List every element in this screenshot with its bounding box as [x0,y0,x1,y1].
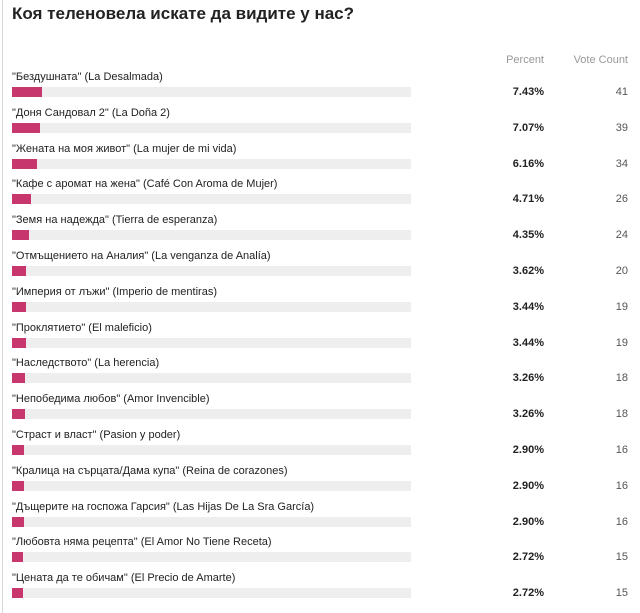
vote-count-value: 19 [615,336,628,349]
poll-title: Коя теленовела искате да видите у нас? [12,4,355,23]
poll-option-row: "Цената да те обичам" (El Precio de Amar… [0,572,640,608]
vote-count-value: 18 [615,408,628,421]
vote-count-value: 20 [615,265,628,277]
option-label: "Непобедима любов" (Amor Invencible) [12,393,210,406]
bar-fill [12,87,42,97]
bar-fill [12,194,31,205]
bar-fill [12,230,30,241]
vote-count-value: 19 [615,300,628,313]
bar-track [12,409,411,420]
percent-value: 2.90% [512,444,544,456]
percent-value: 2.72% [512,587,544,600]
bar-fill [12,122,41,133]
vote-count-value: 34 [615,157,628,170]
bar-track [12,230,411,241]
option-label: "Дъщерите на госпожа Гарсия" (Las Hijas … [12,500,315,513]
poll-option-row: "Бездушната" (La Desalmada) 7.43% 41 [0,71,640,107]
poll-option-row: "Кралица на сърцата/Дама купа" (Reina de… [0,465,640,501]
option-label: "Отмъщението на Аналия" (La venganza de … [12,250,271,262]
bar-track [12,337,411,348]
percent-value: 3.44% [512,336,544,349]
option-label: "Проклятието" (El maleficio) [12,321,152,334]
bar-track [12,516,411,527]
option-label: "Доня Сандовал 2" (La Doña 2) [12,106,170,119]
bar-track [12,158,411,169]
vote-count-value: 18 [615,372,628,385]
bar-fill [12,373,25,384]
option-label: "Страст и власт" (Pasion y poder) [12,429,181,441]
vote-count-value: 41 [615,86,628,98]
bar-fill [12,516,24,527]
bar-fill [12,552,23,563]
bar-fill [12,301,26,312]
percent-value: 7.07% [512,121,544,134]
percent-value: 3.26% [512,408,544,421]
bar-track [12,122,411,133]
poll-option-row: "Жената на моя живот" (La mujer de mi vi… [0,143,640,179]
vote-count-value: 16 [615,444,628,456]
vote-count-value: 15 [615,587,628,600]
percent-column-header: Percent [506,54,544,66]
bar-fill [12,337,26,348]
percent-value: 2.72% [512,551,544,564]
option-label: "Кралица на сърцата/Дама купа" (Reina de… [12,464,288,477]
bar-fill [12,445,24,455]
vote-count-value: 24 [615,229,628,242]
poll-option-row: "Дъщерите на госпожа Гарсия" (Las Hijas … [0,501,640,537]
option-label: "Бездушната" (La Desalmada) [12,71,163,83]
percent-value: 4.35% [512,229,544,242]
percent-value: 3.26% [512,372,544,385]
percent-value: 2.90% [512,479,544,492]
vote-count-value: 39 [615,121,628,134]
poll-option-row: "Непобедима любов" (Amor Invencible) 3.26… [0,393,640,429]
bar-track [12,445,411,455]
vote-count-value: 16 [615,515,628,528]
percent-value: 2.90% [512,515,544,528]
option-label: "Наследството" (La herencia) [12,357,160,370]
vote-count-column-header: Vote Count [573,54,628,66]
percent-value: 7.43% [512,86,544,98]
poll-option-row: "Наследството" (La herencia) 3.26% 18 [0,357,640,393]
bar-track [12,301,411,312]
poll-option-row: "Проклятието" (El maleficio) 3.44% 19 [0,322,640,358]
option-label: "Цената да те обичам" (El Precio de Amar… [12,572,236,585]
bar-fill [12,266,27,276]
poll-option-row: "Империя от лъжи" (Imperio de mentiras) 3… [0,286,640,322]
option-label: "Кафе с аромат на жена" (Café Con Aroma … [12,178,278,191]
vote-count-value: 26 [615,193,628,206]
option-label: "Любовта няма рецепта" (El Amor No Tiene… [12,536,272,549]
bar-track [12,87,411,97]
poll-option-row: "Отмъщението на Аналия" (La venganza de … [0,250,640,286]
option-label: "Империя от лъжи" (Imperio de mentiras) [12,285,217,298]
percent-value: 3.62% [512,265,544,277]
bar-track [12,552,411,563]
bar-fill [12,480,24,491]
percent-value: 3.44% [512,300,544,313]
bar-track [12,194,411,205]
percent-value: 4.71% [512,193,544,206]
poll-option-row: "Любовта няма рецепта" (El Amor No Tiene… [0,536,640,572]
poll-option-row: "Страст и власт" (Pasion y poder) 2.90% 16 [0,429,640,465]
bar-fill [12,158,37,169]
poll-option-row: "Земя на надежда" (Tierra de esperanza) 4… [0,214,640,250]
bar-track [12,266,411,276]
percent-value: 6.16% [512,157,544,170]
option-label: "Земя на надежда" (Tierra de esperanza) [12,214,218,227]
vote-count-value: 15 [615,551,628,564]
bar-track [12,588,411,599]
poll-option-row: "Доня Сандовал 2" (La Doña 2) 7.07% 39 [0,107,640,143]
bar-fill [12,588,23,599]
bar-track [12,373,411,384]
bar-fill [12,409,25,420]
left-border [2,0,3,613]
vote-count-value: 16 [615,479,628,492]
option-label: "Жената на моя живот" (La mujer de mi vi… [12,142,237,155]
poll-option-row: "Кафе с аромат на жена" (Café Con Aroma … [0,178,640,214]
bar-track [12,480,411,491]
